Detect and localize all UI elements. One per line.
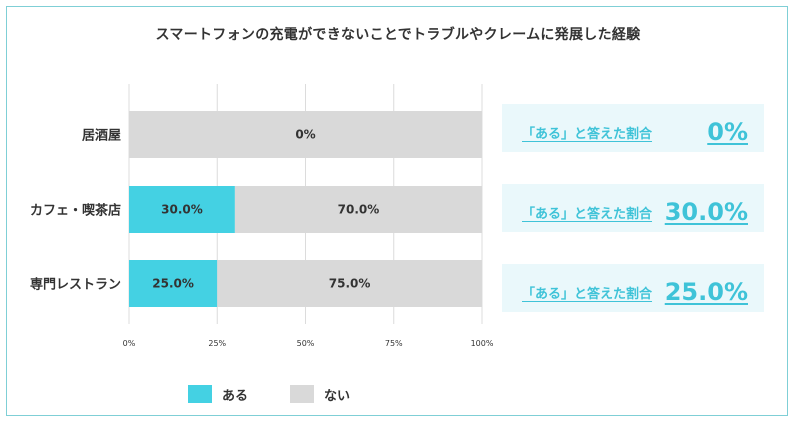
bar-value-label: 30.0% — [161, 203, 203, 217]
bar-value-label: 70.0% — [338, 203, 380, 217]
legend-label-aru: ある — [222, 388, 249, 404]
x-tick-label: 0% — [123, 339, 136, 348]
bar-value-label: 75.0% — [329, 277, 371, 291]
summary-box-label: 「ある」と答えた割合 — [522, 287, 653, 302]
summary-box-label: 「ある」と答えた割合 — [522, 127, 653, 142]
summary-box-value: 25.0% — [664, 278, 748, 306]
bar-value-label: 0% — [295, 128, 315, 142]
x-tick-label: 100% — [471, 339, 494, 348]
legend-item-nai: ない — [290, 384, 350, 404]
bar-nai — [217, 260, 482, 307]
summary-box-cafe: 「ある」と答えた割合 30.0% — [502, 184, 764, 232]
category-label: カフェ・喫茶店 — [30, 203, 121, 219]
legend-item-aru: ある — [188, 384, 248, 404]
category-label: 専門レストラン — [30, 277, 121, 293]
chart-title: スマートフォンの充電ができないことでトラブルやクレームに発展した経験 — [155, 27, 641, 43]
category-label: 居酒屋 — [82, 129, 121, 144]
legend-swatch-aru — [188, 385, 212, 403]
summary-box-restaurant: 「ある」と答えた割合 25.0% — [502, 264, 764, 312]
summary-box-label: 「ある」と答えた割合 — [522, 207, 653, 222]
legend-swatch-nai — [290, 385, 314, 403]
summary-box-value: 0% — [707, 118, 748, 146]
x-tick-label: 25% — [208, 339, 226, 348]
bar-value-label: 25.0% — [152, 277, 194, 291]
legend-label-nai: ない — [324, 388, 351, 404]
bar-nai — [234, 186, 482, 233]
x-tick-label: 50% — [297, 339, 315, 348]
summary-box-izakaya: 「ある」と答えた割合 0% — [502, 104, 764, 152]
bar-nai — [129, 111, 482, 158]
x-tick-label: 75% — [385, 339, 403, 348]
bar-aru — [129, 186, 235, 233]
summary-box-value: 30.0% — [664, 198, 748, 226]
bar-aru — [129, 260, 218, 307]
